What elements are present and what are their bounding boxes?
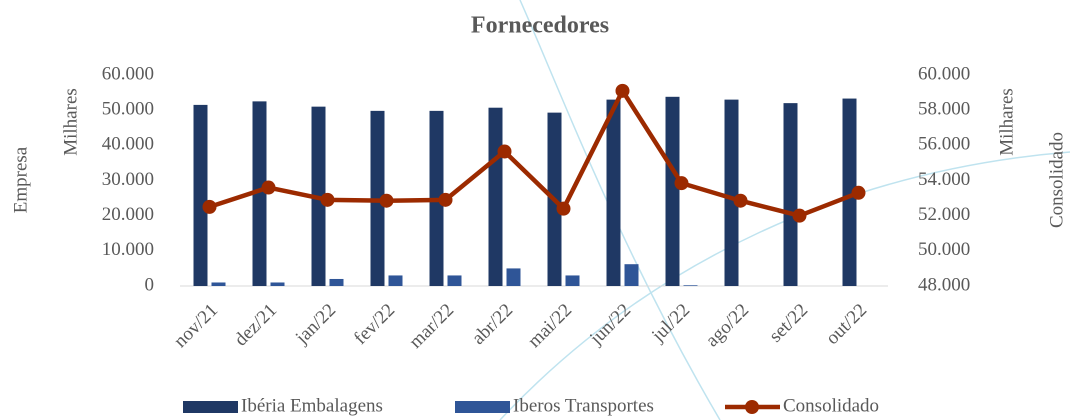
- point: [202, 199, 217, 214]
- bar: [565, 275, 580, 286]
- x-tick-label: out/22: [822, 300, 871, 349]
- bar: [783, 103, 798, 286]
- y-axis-unit: Milhares: [60, 88, 81, 156]
- bar: [606, 99, 621, 286]
- point: [792, 208, 807, 223]
- y2-tick-label: 50.000: [918, 239, 970, 260]
- bar: [270, 282, 285, 286]
- bar: [624, 264, 639, 286]
- x-tick-label: abr/22: [468, 300, 517, 349]
- legend-label: Iberos Transportes: [513, 395, 654, 416]
- bar: [488, 107, 503, 286]
- x-tick-label: fev/22: [350, 300, 399, 349]
- point: [320, 192, 335, 207]
- y2-tick-label: 54.000: [918, 169, 970, 190]
- x-tick-label: jan/22: [291, 300, 340, 349]
- chart-title: Fornecedores: [471, 13, 609, 39]
- y-axis-label: Empresa: [10, 146, 31, 213]
- point: [379, 193, 394, 208]
- bar: [388, 275, 403, 286]
- y-tick-label: 60.000: [102, 63, 154, 84]
- bar: [724, 99, 739, 286]
- y2-tick-label: 58.000: [918, 99, 970, 120]
- y2-tick-label: 48.000: [918, 274, 970, 295]
- point: [674, 176, 689, 191]
- x-tick-label: jun/22: [585, 300, 635, 350]
- x-tick-label: dez/21: [230, 300, 281, 351]
- x-tick-label: jul/22: [647, 300, 694, 347]
- legend-label: Ibéria Embalagens: [241, 395, 383, 416]
- bar: [842, 98, 857, 286]
- point: [497, 144, 512, 159]
- bar: [683, 285, 698, 286]
- line: [208, 88, 860, 218]
- bar: [506, 268, 521, 286]
- legend-label: Consolidado: [783, 395, 879, 416]
- legend-swatch: [455, 401, 510, 413]
- decor-curve: [499, 151, 1070, 420]
- x-tick-label: mai/22: [524, 300, 576, 352]
- bar: [329, 278, 344, 286]
- bar: [447, 275, 462, 286]
- y-tick-label: 10.000: [102, 239, 154, 260]
- x-tick-label: nov/21: [170, 300, 222, 352]
- y2-tick-label: 52.000: [918, 204, 970, 225]
- point: [556, 201, 571, 216]
- bar: [252, 101, 267, 286]
- x-tick-label: ago/22: [702, 300, 753, 351]
- y2-tick-label: 60.000: [918, 63, 970, 84]
- legend-swatch: [745, 400, 759, 414]
- bar: [665, 96, 680, 286]
- legend-swatch: [183, 401, 238, 413]
- y2-tick-label: 56.000: [918, 134, 970, 155]
- point: [438, 192, 453, 207]
- point: [733, 193, 748, 208]
- point: [261, 180, 276, 195]
- point: [615, 83, 630, 98]
- y-tick-label: 0: [145, 274, 155, 295]
- bar: [193, 104, 208, 287]
- x-tick-label: set/22: [765, 300, 812, 347]
- y2-axis-label: Consolidado: [1046, 132, 1067, 228]
- y-tick-label: 30.000: [102, 169, 154, 190]
- y-tick-label: 20.000: [102, 204, 154, 225]
- y-tick-label: 40.000: [102, 134, 154, 155]
- y2-axis-unit: Milhares: [996, 88, 1017, 156]
- y-tick-label: 50.000: [102, 99, 154, 120]
- decor-curve: [519, 0, 721, 420]
- x-tick-label: mar/22: [405, 300, 458, 353]
- bar: [211, 282, 226, 286]
- point: [851, 185, 866, 200]
